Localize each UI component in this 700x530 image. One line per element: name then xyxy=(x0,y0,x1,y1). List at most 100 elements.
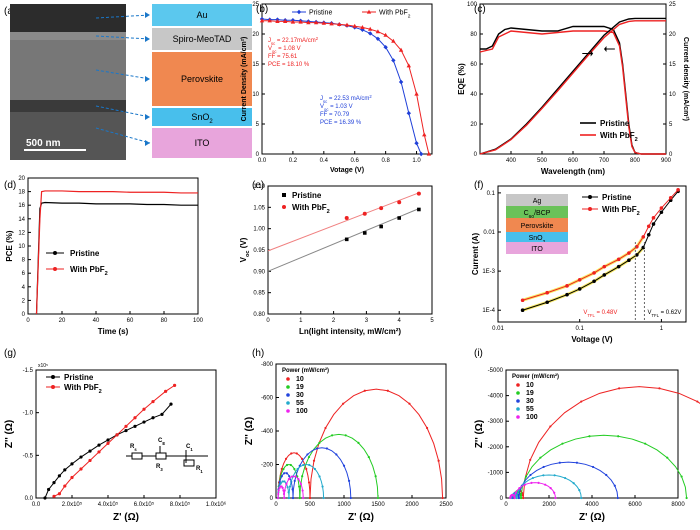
y-axis-label: Voc (V) xyxy=(239,237,251,262)
data-point xyxy=(324,426,327,430)
y-tick-label: -5000 xyxy=(488,368,504,374)
x-tick-label: 60 xyxy=(127,318,134,324)
y-tick-label: 40 xyxy=(470,92,477,98)
y2-tick-label: 5 xyxy=(669,122,673,128)
data-point xyxy=(342,464,346,467)
legend-label-3: 55 xyxy=(526,406,534,413)
data-point xyxy=(301,475,304,478)
y-tick-label: 0.80 xyxy=(253,312,265,318)
data-point xyxy=(57,474,62,478)
chart-i: (i) 0 2000 4000 6000 8000 0 -1000 -2000 -3000 -400… xyxy=(474,348,700,523)
y-tick-label: 0.85 xyxy=(253,291,265,297)
inset-layer-0 xyxy=(506,194,568,206)
annotation-5: Voc = 1.03 V xyxy=(320,104,353,112)
data-point xyxy=(308,496,312,500)
data-point xyxy=(276,496,280,500)
data-point xyxy=(293,479,296,482)
plot-frame xyxy=(35,369,217,499)
y-axis-label: Z'' (Ω) xyxy=(474,420,485,448)
circuit-label-3: C1 xyxy=(186,444,193,452)
data-point xyxy=(529,473,532,477)
data-point xyxy=(376,496,380,500)
x-tick-label: 0.0 xyxy=(258,158,267,164)
data-point xyxy=(549,425,552,428)
data-point xyxy=(379,224,383,229)
annotation-1: Voc = 1.08 V xyxy=(268,46,301,54)
y-tick-label: 20 xyxy=(18,176,25,182)
chart-h: (h) 0 500 1000 1500 2000 2500 0 -200 -400 -600 -800… xyxy=(244,348,453,523)
data-point xyxy=(70,462,74,466)
x-tick-label: 0.2 xyxy=(289,158,298,164)
data-point xyxy=(367,26,373,31)
y-tick-label: -400 xyxy=(261,429,274,435)
x-tick-label: 8.0x10⁵ xyxy=(170,501,191,508)
circuit-rs xyxy=(131,452,143,460)
y-tick-label: -200 xyxy=(261,463,274,469)
y-tick-label: 0 xyxy=(500,496,504,502)
data-point xyxy=(406,111,412,116)
data-point xyxy=(565,284,569,288)
data-point xyxy=(522,496,525,500)
data-point xyxy=(391,58,396,63)
x-tick-label: 0 xyxy=(266,318,270,324)
y-tick-label: 18 xyxy=(18,190,25,196)
data-point xyxy=(344,434,347,437)
data-point xyxy=(391,38,396,43)
panel-label-d: (d) xyxy=(4,180,16,191)
data-point xyxy=(278,480,281,483)
data-point xyxy=(360,25,365,29)
layer-label-2: Perovskite xyxy=(181,74,223,84)
y-tick-label: 1E-4 xyxy=(482,308,495,314)
series-line-0 xyxy=(35,201,198,315)
x-tick-label: 2 xyxy=(332,318,336,324)
annotation-3: PCE = 18.10 % xyxy=(268,62,310,68)
data-point xyxy=(577,287,582,291)
y-tick-label: 2 xyxy=(22,298,26,304)
panel-label-f: (f) xyxy=(474,180,483,191)
data-point xyxy=(88,458,92,463)
data-point xyxy=(542,465,545,469)
data-point xyxy=(680,475,683,478)
data-point xyxy=(301,489,304,492)
sem-ito-layer xyxy=(10,112,126,160)
y-tick-label: 80 xyxy=(470,32,477,38)
legend-label-1: With PbF2 xyxy=(602,205,640,217)
x-axis-label: Wavelength (nm) xyxy=(541,167,605,176)
y-tick-label: 60 xyxy=(470,62,477,68)
arrowhead-right xyxy=(590,50,594,57)
series-arc-1-1 xyxy=(520,434,688,499)
data-point xyxy=(322,496,325,500)
x-tick-label: 4000 xyxy=(585,502,599,508)
panel-label-h: (h) xyxy=(252,348,264,359)
legend-label-0: Pristine xyxy=(292,191,322,200)
data-point xyxy=(283,480,286,483)
legend-marker-4 xyxy=(516,415,520,419)
x-tick-label: 1500 xyxy=(371,502,385,508)
y-tick-label: -1000 xyxy=(488,470,504,476)
data-point xyxy=(531,476,534,480)
x-tick-label: 0.6 xyxy=(351,158,360,164)
data-point xyxy=(383,32,388,37)
data-point xyxy=(441,496,444,500)
data-point xyxy=(374,475,377,478)
y-axis-label: Z'' (Ω) xyxy=(4,420,15,448)
arrowhead-left xyxy=(604,46,607,52)
data-point xyxy=(52,481,56,485)
legend-marker-3 xyxy=(516,407,520,411)
data-point xyxy=(290,475,294,478)
data-point xyxy=(646,232,651,237)
data-point xyxy=(414,141,419,146)
data-point xyxy=(386,389,389,392)
data-point xyxy=(299,482,303,486)
y-tick-label: 12 xyxy=(18,230,25,236)
data-point xyxy=(164,389,168,393)
legend-label-1: With PbF2 xyxy=(292,203,330,215)
x-tick-label: 1000 xyxy=(337,502,351,508)
y-tick-label: 16 xyxy=(18,203,25,209)
y-tick-label: 20 xyxy=(252,32,259,38)
data-point xyxy=(577,277,582,282)
data-point xyxy=(313,20,319,25)
data-point xyxy=(43,496,47,500)
data-point xyxy=(337,22,342,26)
layer-label-4: ITO xyxy=(195,138,210,148)
